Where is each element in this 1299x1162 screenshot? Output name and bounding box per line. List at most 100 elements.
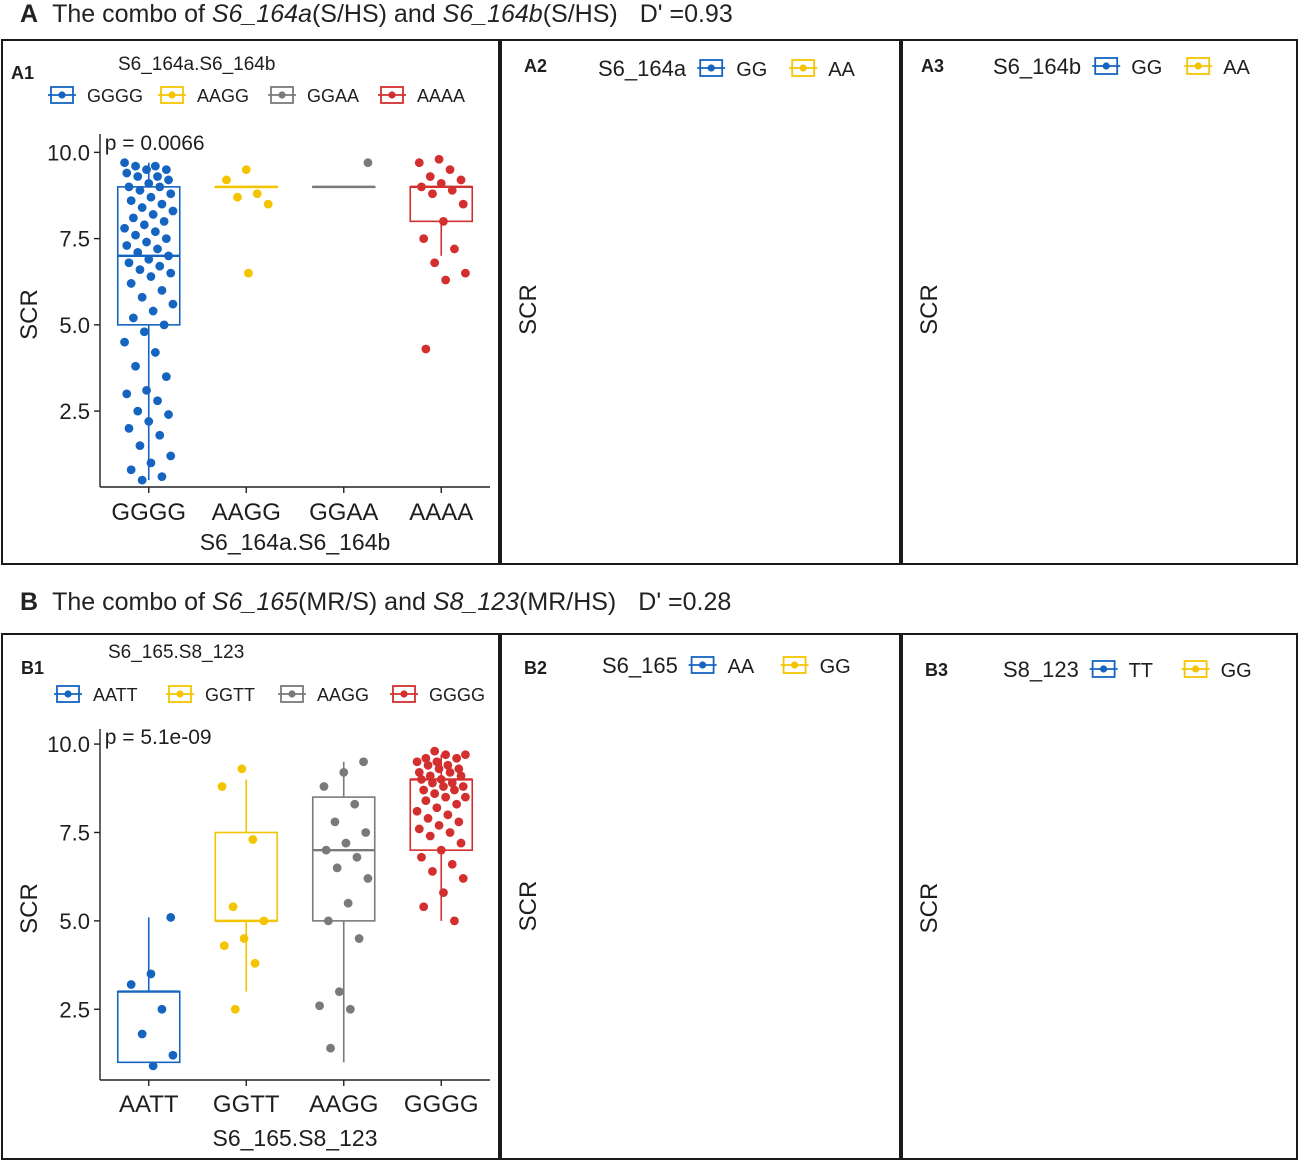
marker-1: S6_165 xyxy=(211,588,299,616)
panel-b1: B1 S6_165.S8_123 AATT GGTT AAGG GGGG 2.5 5.0 7.5… xyxy=(1,633,500,1160)
data-point xyxy=(148,306,158,316)
data-point xyxy=(124,258,134,268)
y-axis-label: SCR xyxy=(16,289,43,340)
data-point xyxy=(436,179,446,188)
legend-key xyxy=(789,59,818,77)
data-point xyxy=(341,838,351,848)
data-point xyxy=(454,817,464,827)
data-point xyxy=(419,785,429,795)
x-tick-label: AAAA xyxy=(409,499,473,526)
x-tick-label: GGAA xyxy=(309,499,378,526)
data-point xyxy=(161,234,171,244)
data-point xyxy=(133,248,143,257)
legend-label: GG xyxy=(1221,660,1252,682)
panel-a1: A1 S6_164a.S6_164b GGGG AAGG GGAA AAAA 2.5 5.0 7… xyxy=(1,39,500,565)
legend: S6_165.S8_123 AATT GGTT AAGG GGGG xyxy=(54,642,485,705)
data-point xyxy=(345,1004,355,1014)
data-point xyxy=(458,782,468,791)
data-point xyxy=(259,916,269,926)
data-point xyxy=(146,192,156,202)
data-point xyxy=(166,451,176,461)
data-point xyxy=(228,902,238,912)
legend-label: AAGG xyxy=(317,685,369,705)
legend-label: GG xyxy=(1131,57,1162,79)
data-point xyxy=(332,863,342,873)
data-point xyxy=(128,313,138,323)
chart-a1: A1 S6_164a.S6_164b GGGG AAGG GGAA AAAA 2.5 5.0 7… xyxy=(11,54,490,555)
data-point xyxy=(414,767,424,777)
legend-label: GGTT xyxy=(205,685,255,705)
marker-2: S8_123 xyxy=(432,588,520,616)
marker-1: S6_164a xyxy=(211,0,312,28)
data-point xyxy=(244,268,253,278)
x-axis-label: S6_164a.S6_164b xyxy=(200,529,391,555)
panel-tag: A2 xyxy=(524,56,547,76)
data-point xyxy=(161,165,171,174)
y-axis-label: SCR xyxy=(916,284,943,335)
data-point xyxy=(131,161,140,171)
data-point xyxy=(417,182,426,192)
section-b-title: B The combo of S6_165(MR/S) and S8_123(MR… xyxy=(20,588,732,616)
data-point xyxy=(461,792,470,802)
data-point xyxy=(164,175,173,185)
legend-key xyxy=(390,685,418,703)
data-point xyxy=(452,753,462,763)
data-point xyxy=(359,757,368,767)
group-aaaa xyxy=(409,154,474,354)
section-a-letter: A xyxy=(20,0,39,28)
data-point xyxy=(135,265,145,275)
legend: S6_165 AA GG xyxy=(602,653,851,678)
data-point xyxy=(146,969,156,979)
data-point xyxy=(155,182,165,192)
data-point xyxy=(445,767,455,777)
y-tick-label: 5.0 xyxy=(59,909,90,934)
x-tick-label: GGGG xyxy=(404,1091,479,1118)
data-point xyxy=(142,386,151,395)
data-point xyxy=(441,792,451,802)
data-point xyxy=(352,852,362,862)
data-point xyxy=(120,223,129,233)
data-point xyxy=(157,285,167,295)
data-point xyxy=(417,852,426,862)
data-point xyxy=(144,254,154,264)
data-point xyxy=(447,859,457,869)
data-point xyxy=(164,251,173,261)
legend-title: S6_164b xyxy=(993,54,1081,79)
data-point xyxy=(452,799,462,809)
data-point xyxy=(217,782,227,791)
data-point xyxy=(139,220,149,230)
legend-key xyxy=(1181,660,1210,678)
data-point xyxy=(252,189,262,199)
data-point xyxy=(443,810,453,820)
data-point xyxy=(445,165,455,174)
data-point xyxy=(439,782,448,791)
data-point xyxy=(343,898,353,908)
data-point xyxy=(421,753,431,763)
data-point xyxy=(148,210,158,219)
legend-label: AAGG xyxy=(197,86,249,106)
data-point xyxy=(126,465,136,475)
data-point xyxy=(248,835,258,844)
data-point xyxy=(423,813,433,823)
data-point xyxy=(461,268,470,278)
data-point xyxy=(239,934,249,943)
data-point xyxy=(137,203,147,212)
data-point xyxy=(139,327,149,337)
x-tick-label: GGTT xyxy=(213,1091,280,1118)
panel-tag: B2 xyxy=(524,658,547,678)
data-point xyxy=(412,806,422,816)
group-ggtt xyxy=(214,764,279,1014)
legend-label: AA xyxy=(828,59,855,81)
y-tick-label: 10.0 xyxy=(47,732,90,757)
data-point xyxy=(230,1004,240,1014)
box xyxy=(311,796,376,922)
legend-key xyxy=(1089,660,1118,678)
data-point xyxy=(454,764,464,774)
legend-key xyxy=(166,685,194,703)
group-gggg xyxy=(116,158,181,485)
